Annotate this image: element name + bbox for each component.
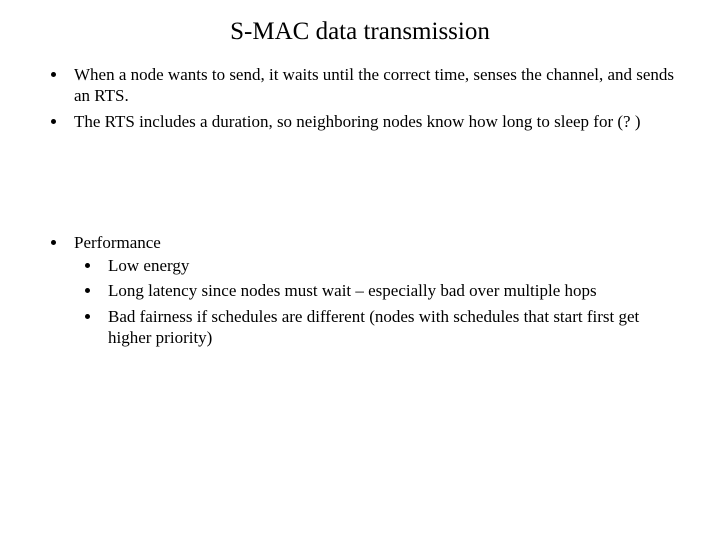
bullet-subitem: Long latency since nodes must wait – esp… <box>102 280 680 301</box>
bullet-sublist-performance: Low energy Long latency since nodes must… <box>74 255 680 348</box>
slide-title: S-MAC data transmission <box>40 18 680 46</box>
bullet-subitem: Bad fairness if schedules are different … <box>102 306 680 349</box>
performance-label: Performance <box>74 233 161 252</box>
bullet-subitem: Low energy <box>102 255 680 276</box>
bullet-item-performance: Performance Low energy Long latency sinc… <box>68 232 680 348</box>
bullet-item: When a node wants to send, it waits unti… <box>68 64 680 107</box>
bullet-list-performance: Performance Low energy Long latency sinc… <box>40 232 680 348</box>
spacer <box>40 136 680 232</box>
slide: S-MAC data transmission When a node want… <box>0 0 720 540</box>
bullet-item: The RTS includes a duration, so neighbor… <box>68 111 680 132</box>
bullet-list-top: When a node wants to send, it waits unti… <box>40 64 680 132</box>
